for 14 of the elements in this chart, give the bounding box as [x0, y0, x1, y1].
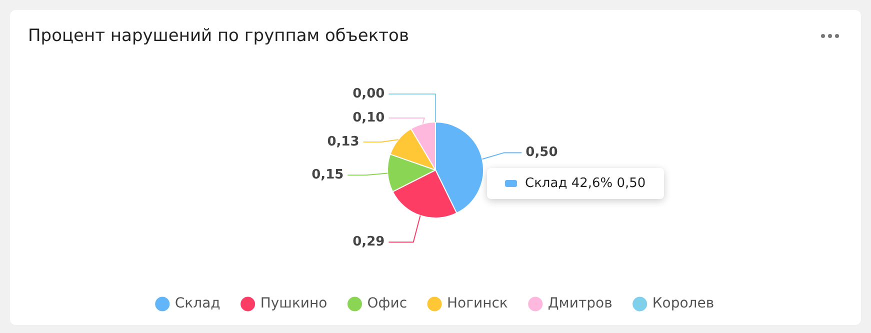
data-label: 0,29: [352, 234, 385, 250]
data-label: 0,13: [327, 134, 360, 150]
legend-label: Склад: [174, 296, 220, 312]
text: 0,00: [352, 86, 385, 102]
data-label: 0,15: [312, 167, 344, 182]
data-label: 0,10: [352, 110, 385, 126]
data-label: 0,50: [526, 145, 558, 160]
legend-label: Ногинск: [447, 296, 508, 312]
legend-label: Дмитров: [548, 296, 612, 312]
legend-label: Офис: [367, 296, 408, 312]
chart-title: Процент нарушений по группам объектов: [28, 26, 409, 46]
legend-label: Королев: [652, 296, 714, 312]
legend-label: Пушкино: [260, 296, 328, 312]
text: Склад 42,6% 0,50: [525, 176, 646, 191]
